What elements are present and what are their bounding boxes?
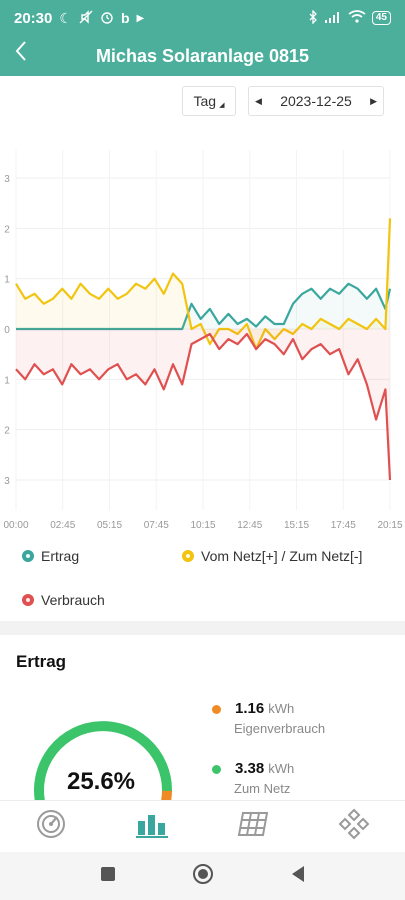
series-verbrauch-area [16,329,390,480]
y-tick-label: 0 [4,325,10,336]
signal-icon [324,11,342,26]
section-divider [0,621,405,635]
legend-dot-ertrag [22,550,34,562]
series-netz-area [16,218,390,350]
solar-panel-icon [236,810,270,843]
x-tick-label: 00:00 [3,520,28,531]
stat-unit-zum-netz: kWh [268,761,295,776]
y-tick-label: 1 [4,375,10,386]
energy-line-chart: 3 2 1 0 1 2 3 00:00 02:45 05:15 07:45 10:15 12:45 15:… [3,150,403,531]
legend-label-ertrag: Ertrag [41,548,80,564]
stat-label-zum-netz: Zum Netz [234,781,291,796]
chevron-left-icon[interactable] [14,40,28,70]
x-tick-label: 07:45 [144,520,169,531]
series-verbrauch-line [15,332,392,481]
y-tick-label: 3 [4,476,10,487]
tab-statistics[interactable] [127,807,177,847]
legend-item-ertrag[interactable]: Ertrag [22,548,79,564]
x-tick-label: 10:15 [190,520,215,531]
y-tick-label: 1 [4,275,10,286]
legend-item-netz[interactable]: Vom Netz[+] / Zum Netz[-] [182,548,362,564]
stat-dot-eigenverbrauch [212,705,221,714]
page-title: Michas Solaranlage 0815 [95,45,310,66]
gauge-percent: 25.6% [66,768,136,795]
tab-devices[interactable] [329,807,379,847]
moon-icon: ☾ [59,9,72,26]
stat-dot-zum-netz [212,765,221,774]
x-tick-label: 05:15 [97,520,122,531]
next-date-icon[interactable]: ▶ [370,95,377,106]
square-icon [100,866,116,887]
mute-icon [79,9,93,27]
tab-overview[interactable] [26,807,76,847]
legend-dot-netz [182,550,194,562]
bluetooth-icon [308,8,318,27]
gauge-icon [35,808,67,845]
tab-panels[interactable] [228,807,278,847]
legend-dot-verbrauch [22,594,34,606]
caret-down-icon: ◢ [219,102,225,109]
b-app-icon: b [120,10,130,26]
stat-zum-netz: 3.38 kWh Zum Netz [212,760,294,796]
period-label: Tag [193,93,217,109]
stat-unit-eigenverbrauch: kWh [268,701,295,716]
y-tick-label: 3 [4,174,10,185]
date-value[interactable]: 2023-12-25 [280,93,352,109]
summary-title: Ertrag [16,652,67,671]
battery-indicator: 45 [371,11,391,25]
y-tick-label: 2 [4,426,10,437]
status-time: 20:30 [14,9,53,27]
legend-label-verbrauch: Verbrauch [41,592,105,608]
series-ertrag-line [16,282,392,331]
circle-icon [192,863,214,890]
legend-label-netz: Vom Netz[+] / Zum Netz[-] [201,548,363,564]
recent-apps-button[interactable] [88,856,128,896]
system-nav-bar [0,852,405,900]
wifi-icon [348,10,366,26]
back-button[interactable] [278,856,318,896]
play-icon: ▶ [136,12,145,24]
series-ertrag-area [16,283,390,329]
period-dropdown[interactable]: Tag ◢ [182,86,236,116]
x-tick-label: 20:15 [377,520,402,531]
alarm-icon [100,10,114,27]
devices-grid-icon [338,808,370,845]
app-header: Michas Solaranlage 0815 [0,36,405,76]
date-selector-bar: Tag ◢ ◀ 2023-12-25 ▶ [0,86,405,118]
legend-item-verbrauch[interactable]: Verbrauch [22,592,105,608]
y-tick-label: 2 [4,224,10,235]
date-picker[interactable]: ◀ 2023-12-25 ▶ [248,86,384,116]
x-tick-label: 17:45 [331,520,356,531]
series-netz-line [15,218,392,351]
stat-eigenverbrauch: 1.16 kWh Eigenverbrauch [212,700,325,736]
prev-date-icon[interactable]: ◀ [255,95,262,106]
bar-chart-icon [135,809,169,844]
home-button[interactable] [183,856,223,896]
gauge-arc-main [34,721,173,810]
stat-label-eigenverbrauch: Eigenverbrauch [234,721,326,736]
x-tick-label: 02:45 [50,520,75,531]
x-tick-label: 15:15 [284,520,309,531]
triangle-back-icon [290,865,306,888]
x-tick-label: 12:45 [237,520,262,531]
stat-value-zum-netz: 3.38 [235,760,265,777]
status-bar: 20:30 ☾ b ▶ 45 [0,0,405,36]
bottom-tab-bar [0,800,405,852]
stat-value-eigenverbrauch: 1.16 [235,700,265,717]
